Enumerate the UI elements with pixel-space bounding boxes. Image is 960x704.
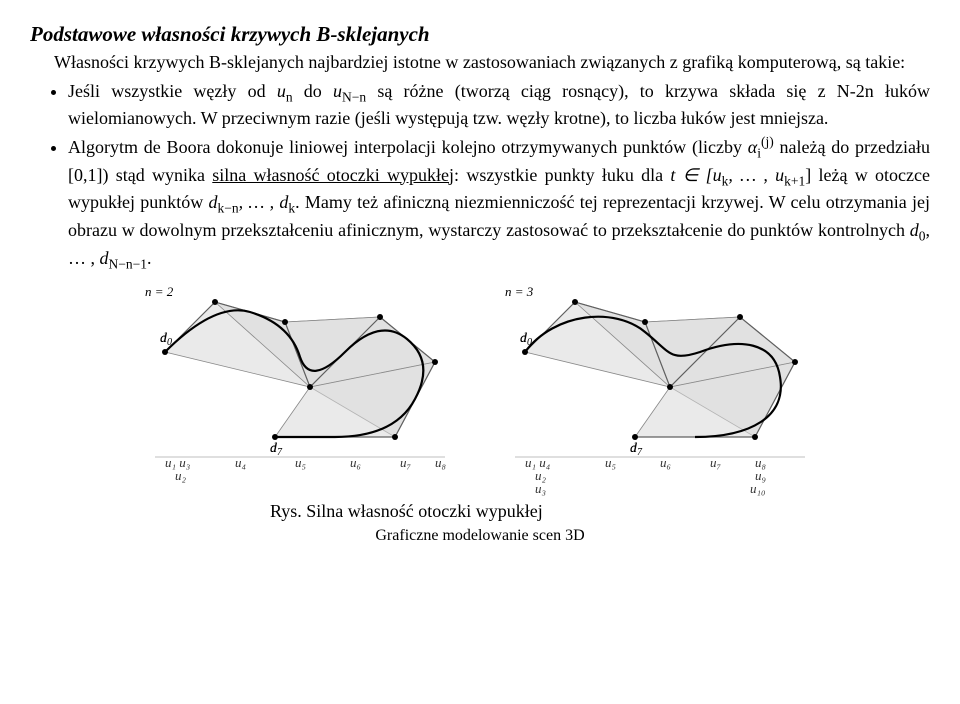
b2-u1: silna własność otoczki wypukłej xyxy=(212,165,454,185)
diagram-n3: n = 3ddd0d7u₁ u₄u₂u₃u₅u₆u₇u₈u₉u₁₀ xyxy=(495,282,825,497)
figure-right: n = 3ddd0d7u₁ u₄u₂u₃u₅u₆u₇u₈u₉u₁₀ xyxy=(495,282,825,497)
svg-text:u₁₀: u₁₀ xyxy=(750,481,766,496)
svg-text:u₂: u₂ xyxy=(175,468,187,483)
b2-c: : wszystkie punkty łuku dla xyxy=(454,165,670,185)
b1-v2: u xyxy=(333,81,342,101)
b2-dNs: N−n−1 xyxy=(109,257,147,272)
b2-d0s: 0 xyxy=(919,229,926,244)
b1-pre: Jeśli wszystkie węzły od xyxy=(68,81,277,101)
figure-caption: Rys. Silna własność otoczki wypukłej xyxy=(270,499,930,523)
b1-m1: do xyxy=(293,81,333,101)
properties-list: Jeśli wszystkie węzły od un do uN−n są r… xyxy=(30,79,930,274)
bullet-2: Algorytm de Boora dokonuje liniowej inte… xyxy=(68,133,930,274)
page-footer: Graficzne modelowanie scen 3D xyxy=(30,525,930,547)
bullet-1: Jeśli wszystkie węzły od un do uN−n są r… xyxy=(68,79,930,131)
b2-g: . xyxy=(147,248,152,268)
svg-text:d0: d0 xyxy=(160,331,172,348)
svg-text:d7: d7 xyxy=(270,441,283,458)
svg-text:n = 3: n = 3 xyxy=(505,284,534,299)
b2-a: Algorytm de Boora dokonuje liniowej inte… xyxy=(68,137,748,157)
b2-dks: k−n xyxy=(218,201,239,216)
svg-text:u₃: u₃ xyxy=(535,481,546,496)
b2-t: t ∈ [u xyxy=(670,165,721,185)
b2-tm: , … , u xyxy=(728,165,784,185)
diagram-n2: n = 2ddd0d7u₁ u₃u₂u₄u₅u₆u₇u₈ xyxy=(135,282,465,497)
b2-alpha: α xyxy=(748,137,757,157)
b1-s2: N−n xyxy=(342,89,366,104)
b2-dm: , … , d xyxy=(239,192,289,212)
b2-asup: (j) xyxy=(761,134,774,149)
svg-text:d0: d0 xyxy=(520,331,532,348)
b2-d0: d xyxy=(910,220,919,240)
b1-s1: n xyxy=(286,89,293,104)
b2-dN: d xyxy=(100,248,109,268)
figure-left: n = 2ddd0d7u₁ u₃u₂u₄u₅u₆u₇u₈ xyxy=(135,282,465,497)
b2-tk1: k+1 xyxy=(784,173,805,188)
intro-text: Własności krzywych B-sklejanych najbardz… xyxy=(30,50,930,74)
b2-dk: d xyxy=(209,192,218,212)
b1-v1: u xyxy=(277,81,286,101)
figures-row: n = 2ddd0d7u₁ u₃u₂u₄u₅u₆u₇u₈ n = 3ddd0d7… xyxy=(30,282,930,497)
svg-text:d7: d7 xyxy=(630,441,643,458)
svg-text:n = 2: n = 2 xyxy=(145,284,174,299)
page-title: Podstawowe własności krzywych B-sklejany… xyxy=(30,20,930,48)
